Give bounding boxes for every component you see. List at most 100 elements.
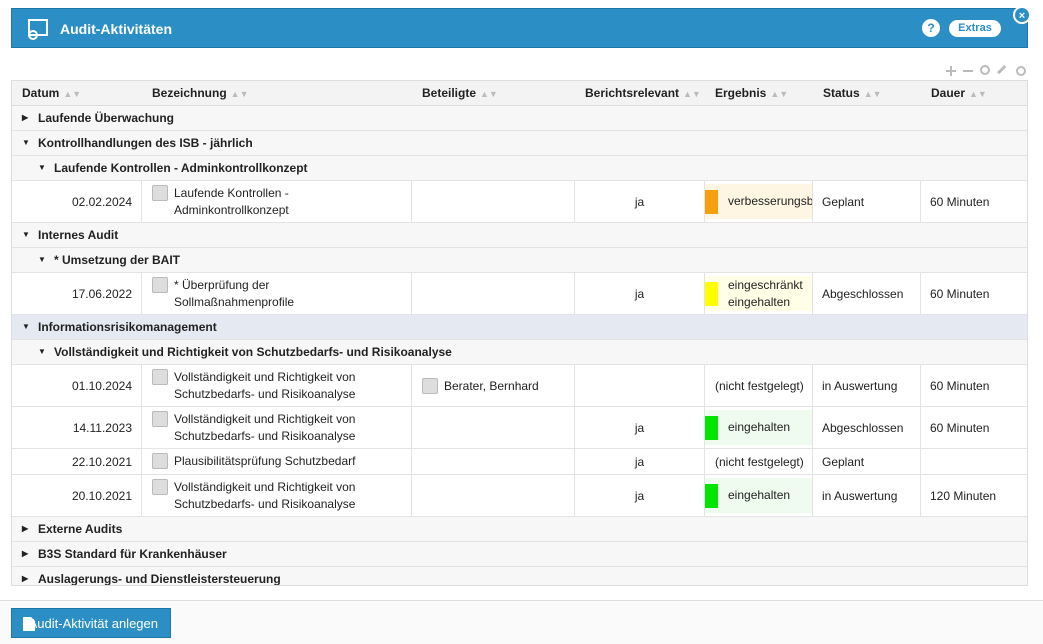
- expand-arrow[interactable]: ▶: [22, 113, 29, 122]
- item-row[interactable]: 14.11.2023 Vollständigkeit und Richtigkei…: [12, 407, 1027, 449]
- group-row[interactable]: ▶ Externe Audits: [12, 517, 1027, 542]
- result-box: verbesserungsbedürftig: [705, 184, 812, 219]
- item-name: Vollständigkeit und Richtigkeit von Schu…: [174, 370, 356, 401]
- create-button[interactable]: Audit-Aktivität anlegen: [11, 608, 171, 638]
- column-header[interactable]: Bezeichnung ▲▼: [142, 81, 412, 106]
- date: 01.10.2024: [71, 378, 132, 393]
- cell: Vollständigkeit und Richtigkeit von Schu…: [142, 407, 412, 448]
- participant: Berater, Bernhard: [444, 378, 539, 393]
- column-header[interactable]: Ergebnis ▲▼: [705, 81, 813, 106]
- cell: 01.10.2024: [12, 365, 142, 406]
- status: in Auswertung: [822, 378, 898, 393]
- column-header-label: Bezeichnung: [152, 86, 227, 100]
- result-color: [705, 281, 718, 306]
- date: 22.10.2021: [71, 454, 132, 469]
- cell: [412, 449, 575, 474]
- table: Datum ▲▼ Bezeichnung ▲▼ Beteiligte ▲▼ Berichts…: [11, 80, 1028, 586]
- extras-button[interactable]: Extras: [949, 20, 1001, 37]
- header-title: Audit-Aktivitäten: [60, 21, 172, 37]
- relevant: ja: [634, 194, 645, 209]
- cell: Plausibilitätsprüfung Schutzbedarf: [142, 449, 412, 474]
- cell: 02.02.2024: [12, 181, 142, 222]
- result-label: (nicht festgelegt): [715, 378, 804, 393]
- cell: verbesserungsbedürftig: [705, 181, 813, 222]
- column-header-label: Dauer: [931, 86, 966, 100]
- close-button[interactable]: ×: [1013, 6, 1031, 24]
- result-box: eingeschränkt eingehalten: [705, 276, 812, 311]
- header-icon: [28, 19, 48, 40]
- column-header[interactable]: Berichtsrelevant ▲▼: [575, 81, 705, 106]
- item-name: * Überprüfung der Sollmaßnahmenprofile: [174, 278, 295, 309]
- item-icon: [152, 277, 168, 293]
- item-row[interactable]: 01.10.2024 Vollständigkeit und Richtigkei…: [12, 365, 1027, 407]
- column-header-label: Ergebnis: [715, 86, 767, 100]
- cell: [412, 407, 575, 448]
- expand-arrow[interactable]: ▼: [38, 255, 46, 264]
- item-row[interactable]: 20.10.2021 Vollständigkeit und Richtigkei…: [12, 475, 1027, 517]
- item-name: Laufende Kontrollen - Adminkontrollkonze…: [174, 186, 289, 217]
- item-icon: [152, 453, 168, 469]
- date: 17.06.2022: [71, 286, 132, 301]
- result-label: eingeschränkt eingehalten: [728, 277, 803, 309]
- item-icon: [152, 185, 168, 201]
- cell: 14.11.2023: [12, 407, 142, 448]
- expand-arrow[interactable]: ▼: [22, 322, 30, 331]
- relevant: ja: [634, 454, 645, 469]
- group-row[interactable]: ▼ Vollständigkeit und Richtigkeit von Sch…: [12, 340, 1027, 365]
- expand-arrow[interactable]: ▼: [22, 230, 30, 239]
- item-name: Vollständigkeit und Richtigkeit von Schu…: [174, 412, 356, 443]
- cell: Abgeschlossen: [813, 273, 921, 314]
- column-header[interactable]: Datum ▲▼: [12, 81, 142, 106]
- column-header[interactable]: Beteiligte ▲▼: [412, 81, 575, 106]
- item-name: Plausibilitätsprüfung Schutzbedarf: [174, 454, 356, 468]
- group-row[interactable]: ▶ Laufende Überwachung: [12, 106, 1027, 131]
- cell: [412, 475, 575, 516]
- column-header-label: Beteiligte: [422, 86, 477, 100]
- cell: Geplant: [813, 449, 921, 474]
- group-row[interactable]: ▼ Internes Audit: [12, 223, 1027, 248]
- cell: Vollständigkeit und Richtigkeit von Schu…: [142, 475, 412, 516]
- cell: * Überprüfung der Sollmaßnahmenprofile: [142, 273, 412, 314]
- item-row[interactable]: 02.02.2024 Laufende Kontrollen - Adminkon…: [12, 181, 1027, 223]
- column-header[interactable]: Status ▲▼: [813, 81, 921, 106]
- result-box: eingehalten: [705, 478, 812, 513]
- status: Geplant: [822, 194, 865, 209]
- duration: 60 Minuten: [930, 378, 990, 393]
- expand-arrow[interactable]: ▶: [22, 524, 29, 533]
- cell: (nicht festgelegt): [705, 365, 813, 406]
- expand-arrow[interactable]: ▶: [22, 549, 29, 558]
- expand-arrow[interactable]: ▼: [38, 163, 46, 172]
- help-button[interactable]: ?: [922, 19, 940, 37]
- cell: in Auswertung: [813, 475, 921, 516]
- expand-arrow[interactable]: ▼: [38, 347, 46, 356]
- item-row[interactable]: 22.10.2021 Plausibilitätsprüfung Schutzbe…: [12, 449, 1027, 475]
- expand-arrow[interactable]: ▶: [22, 574, 29, 583]
- cell: 60 Minuten: [921, 407, 1027, 448]
- cell: Vollständigkeit und Richtigkeit von Schu…: [142, 365, 412, 406]
- group-label: Externe Audits: [38, 522, 123, 536]
- sort-icon: ▲▼: [480, 89, 498, 99]
- cell: ja: [575, 407, 705, 448]
- group-row[interactable]: ▼ Informationsrisikomanagement: [12, 315, 1027, 340]
- result-color: [705, 415, 718, 440]
- date: 02.02.2024: [71, 194, 132, 209]
- expand-arrow[interactable]: ▼: [22, 138, 30, 147]
- group-row[interactable]: ▼ Laufende Kontrollen - Adminkontrollkonz…: [12, 156, 1027, 181]
- create-button-label: Audit-Aktivität anlegen: [28, 616, 158, 631]
- result-label: eingehalten: [728, 420, 791, 434]
- duration: 120 Minuten: [930, 488, 997, 503]
- cell: in Auswertung: [813, 365, 921, 406]
- cell: Laufende Kontrollen - Adminkontrollkonze…: [142, 181, 412, 222]
- date: 14.11.2023: [72, 420, 132, 435]
- item-row[interactable]: 17.06.2022 * Überprüfung der Sollmaßnahme…: [12, 273, 1027, 315]
- cell: [412, 273, 575, 314]
- column-header[interactable]: Dauer ▲▼: [921, 81, 1027, 106]
- group-row[interactable]: ▶ B3S Standard für Krankenhäuser: [12, 542, 1027, 567]
- group-row[interactable]: ▶ Auslagerungs- und Dienstleistersteuerun…: [12, 567, 1027, 585]
- group-row[interactable]: ▼ Kontrollhandlungen des ISB - jährlich: [12, 131, 1027, 156]
- sort-icon: ▲▼: [63, 89, 82, 99]
- result-label: (nicht festgelegt): [715, 454, 804, 469]
- group-row[interactable]: ▼ * Umsetzung der BAIT: [12, 248, 1027, 273]
- group-label: * Umsetzung der BAIT: [54, 253, 181, 267]
- cell: eingehalten: [705, 475, 813, 516]
